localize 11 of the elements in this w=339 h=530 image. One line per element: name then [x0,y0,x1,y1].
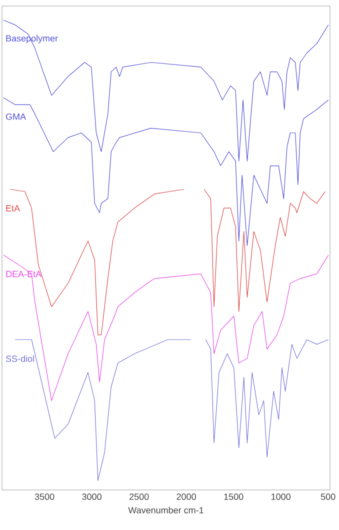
x-tick-label: 3500 [34,494,54,500]
x-tick-label: 3000 [82,494,102,500]
x-axis-title: Wavenumber cm-1 [128,506,204,514]
x-tick-label: 500 [320,494,336,500]
series-label: EtA [6,205,20,212]
series-label: GMA [6,113,26,120]
x-tick-label: 1500 [224,494,244,500]
x-tick-label: 2500 [130,494,149,500]
x-tick-label: 2000 [176,494,196,500]
series-label: SS-diol [6,355,34,362]
x-tick-label: 1000 [272,494,290,500]
